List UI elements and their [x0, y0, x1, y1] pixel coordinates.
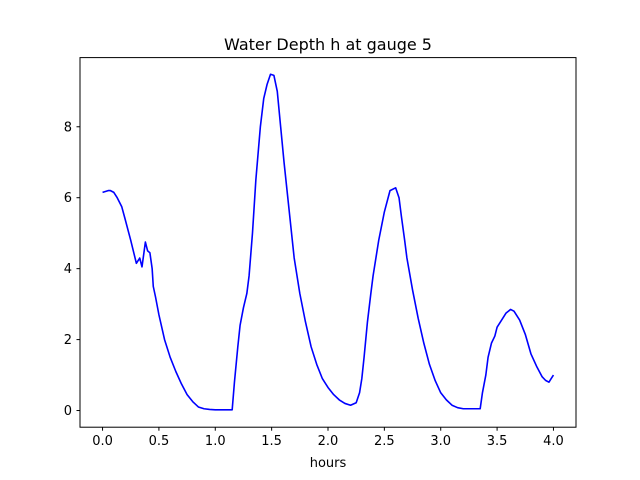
- x-tick-label: 2.0: [318, 434, 339, 449]
- x-tick-label: 3.5: [487, 434, 508, 449]
- y-tick-label: 2: [64, 333, 72, 348]
- x-tick-label: 1.0: [205, 434, 226, 449]
- chart-title: Water Depth h at gauge 5: [224, 35, 432, 54]
- series-line-0: [102, 73, 555, 411]
- y-tick-label: 6: [64, 191, 72, 206]
- y-axis: 0 2 4 6 8: [64, 120, 80, 419]
- plot-background: [80, 57, 576, 428]
- x-tick-label: 1.5: [261, 434, 282, 449]
- series-layer: [102, 73, 555, 411]
- y-tick-label: 8: [64, 120, 72, 135]
- y-tick-label: 0: [64, 404, 72, 419]
- x-axis: 0.0 0.5 1.0 1.5 2.0 2.5 3.0 3.5 4.0: [92, 427, 564, 449]
- x-axis-label: hours: [310, 456, 347, 471]
- y-tick-label: 4: [64, 262, 72, 277]
- x-tick-label: 0.0: [92, 434, 113, 449]
- x-tick-label: 3.0: [430, 434, 451, 449]
- x-tick-label: 4.0: [543, 434, 564, 449]
- x-tick-label: 2.5: [374, 434, 395, 449]
- x-tick-label: 0.5: [149, 434, 170, 449]
